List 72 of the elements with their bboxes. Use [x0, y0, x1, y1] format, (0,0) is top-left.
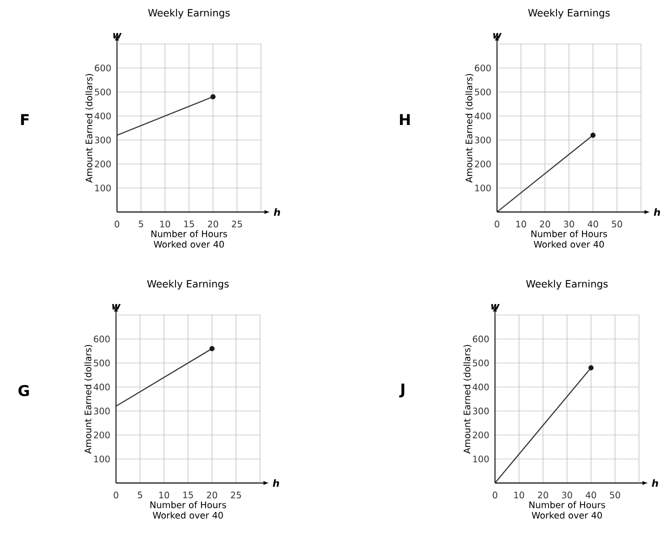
- chart-title: Weekly Earnings: [148, 8, 230, 19]
- text: h: [654, 208, 660, 216]
- x-tick-label: 10: [159, 492, 170, 498]
- y-tick-label: 100: [473, 456, 489, 462]
- x-axis-title: Number of Hours Worked over 40: [151, 230, 228, 248]
- chart-title: Weekly Earnings: [147, 280, 229, 290]
- y-tick-label: 100: [94, 456, 110, 462]
- x-tick-label: 30: [562, 492, 572, 498]
- chart-title: Weekly Earnings: [526, 280, 608, 290]
- x-tick-label: 20: [540, 220, 550, 228]
- x-tick-label: 5: [138, 492, 142, 498]
- x-tick-label: 50: [610, 492, 620, 498]
- y-tick-label: 600: [474, 64, 491, 72]
- text: w: [112, 304, 121, 310]
- y-tick-label: 300: [94, 408, 110, 414]
- x-tick-label: 20: [208, 220, 218, 228]
- x-tick-label: 25: [230, 492, 241, 498]
- y-tick-label: 300: [474, 136, 491, 144]
- y-tick-label: 400: [474, 112, 491, 120]
- y-tick-label: 200: [474, 160, 491, 168]
- y-tick-label: 500: [94, 88, 111, 96]
- y-tick-label: 200: [94, 432, 110, 438]
- x-tick-label: 50: [612, 220, 622, 228]
- y-tick-label: 300: [94, 136, 111, 144]
- text: H: [400, 114, 410, 126]
- y-tick-label: 200: [472, 432, 489, 438]
- x-tick-label: 0: [114, 492, 118, 498]
- y-tick-label: 500: [472, 360, 489, 366]
- x-tick-label: 10: [160, 220, 170, 228]
- y-tick-label: 200: [94, 160, 111, 168]
- text: h: [652, 479, 658, 487]
- y-tick-label: 300: [472, 408, 489, 414]
- y-axis-title: Amount Earned (dollars): [84, 344, 92, 454]
- text: w: [113, 33, 122, 38]
- x-tick-label: 0: [114, 220, 120, 228]
- x-tick-label: 5: [138, 220, 144, 228]
- y-tick-label: 600: [94, 336, 110, 342]
- y-tick-label: 400: [94, 112, 111, 120]
- y-tick-label: 500: [94, 360, 110, 366]
- y-tick-label: 600: [472, 336, 489, 342]
- text: G: [18, 384, 29, 396]
- text: w: [493, 33, 502, 38]
- x-tick-label: 0: [492, 492, 498, 498]
- x-tick-label: 40: [588, 220, 598, 228]
- text: J: [399, 384, 404, 398]
- x-tick-label: 30: [564, 220, 574, 228]
- x-tick-label: 20: [538, 492, 548, 498]
- x-axis-title: Number of Hours Worked over 40: [529, 501, 606, 519]
- x-axis-title: Number of Hours Worked over 40: [150, 501, 226, 519]
- text: h: [272, 479, 280, 487]
- x-tick-label: 10: [516, 220, 526, 228]
- y-tick-label: 100: [475, 184, 491, 192]
- x-tick-label: 20: [206, 492, 218, 498]
- chart-title: Weekly Earnings: [528, 8, 610, 19]
- x-tick-label: 10: [514, 492, 524, 498]
- y-tick-label: 100: [95, 184, 111, 192]
- text: F: [21, 114, 29, 126]
- text: h: [274, 208, 280, 216]
- x-tick-label: 25: [232, 220, 242, 228]
- x-tick-label: 40: [586, 492, 596, 498]
- text: w: [491, 304, 500, 310]
- y-tick-label: 500: [474, 88, 491, 96]
- y-tick-label: 400: [94, 384, 110, 390]
- y-tick-label: 600: [94, 64, 111, 72]
- x-tick-label: 15: [184, 220, 194, 228]
- x-tick-label: 15: [183, 492, 193, 498]
- y-axis-title: Amount Earned (dollars): [85, 74, 94, 183]
- y-axis-title: Amount Earned (dollars): [465, 74, 474, 183]
- y-tick-label: 400: [472, 384, 489, 390]
- y-axis-title: Amount Earned (dollars): [463, 344, 472, 454]
- x-axis-title: Number of Hours Worked over 40: [531, 230, 608, 248]
- x-tick-label: 0: [494, 220, 500, 228]
